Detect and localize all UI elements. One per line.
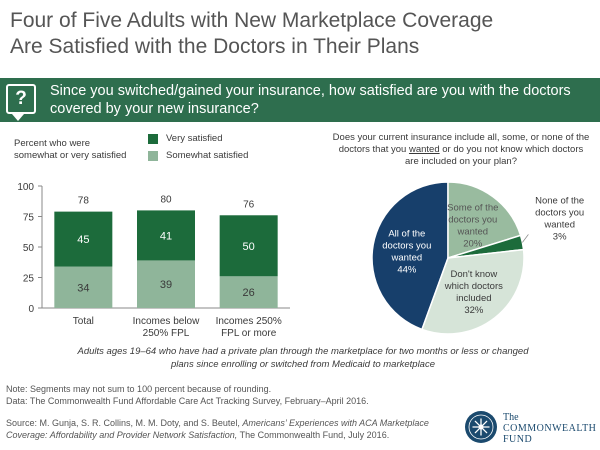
bar-segment <box>219 215 278 277</box>
source-title: Americans’ Experiences with ACA Marketpl… <box>6 418 429 440</box>
speech-bubble-tail <box>12 114 24 121</box>
bar-segment <box>219 276 278 308</box>
bar-total-label: 78 <box>78 196 90 207</box>
y-tick-label: 25 <box>23 274 35 285</box>
bar-segment <box>137 210 195 261</box>
bar-segment <box>137 260 195 308</box>
legend-swatch-somewhat-satisfied <box>148 151 158 161</box>
source-suffix: The Commonwealth Fund, July 2016. <box>237 429 390 440</box>
logo-line-1: The <box>503 412 519 423</box>
bar-segment <box>54 211 113 267</box>
pie-question-text: Does your current insurance include all,… <box>332 132 590 167</box>
x-category-label: Incomes 250% FPL or more <box>216 316 282 339</box>
bar-segment-label: 50 <box>243 241 255 253</box>
pie-slice <box>447 181 522 260</box>
legend-label-very-satisfied: Very satisfied <box>166 133 223 144</box>
pie-slice <box>421 248 525 335</box>
y-tick-label: 75 <box>23 213 35 224</box>
legend-label-somewhat-satisfied: Somewhat satisfied <box>166 150 249 161</box>
x-category-label: Incomes below 250% FPL <box>133 316 200 339</box>
legend-swatch-very-satisfied <box>148 134 158 144</box>
page-title-line-2: Are Satisfied with the Doctors in Their … <box>10 35 420 58</box>
pie-leader-line <box>522 234 529 243</box>
logo-line-2: COMMONWEALTH <box>503 423 597 434</box>
pie-slice-label: None of the doctors you wanted 3% <box>535 195 584 242</box>
pie-slice <box>371 181 449 331</box>
bar-segment-label: 39 <box>160 279 172 291</box>
pie-chart-question: Does your current insurance include all,… <box>332 132 590 168</box>
logo-wordmark: The COMMONWEALTH FUND <box>503 412 596 445</box>
pie-slice-label: All of the doctors you wanted 44% <box>382 229 431 276</box>
bar-chart-subtitle: Percent who were somewhat or very satisf… <box>14 138 127 161</box>
footer-notes: Note: Segments may not sum to 100 percen… <box>6 384 426 407</box>
footer-source: Source: M. Gunja, S. R. Collins, M. M. D… <box>6 418 446 441</box>
bar-segment <box>54 266 113 308</box>
y-tick-label: 100 <box>17 182 34 193</box>
stacked-bar-chart: 0 25 50 75 100 34 45 78 Total 39 41 80 Incomes below… <box>17 182 290 339</box>
y-tick-label: 50 <box>23 243 35 254</box>
pie-slice-label: Don't know which doctors included 32% <box>444 269 503 316</box>
page-title: Four of Five Adults with New Marketplace… <box>10 8 590 60</box>
bar-total-label: 80 <box>160 194 172 205</box>
bar-segment-label: 26 <box>243 287 255 299</box>
survey-question: Since you switched/gained your insurance… <box>50 83 571 117</box>
pie-slice-label: Some of the doctors you wanted 20% <box>447 202 498 249</box>
question-speech-bubble-icon: ? <box>6 84 36 114</box>
bar-segment-label: 34 <box>77 282 89 294</box>
sample-caption: Adults ages 19–64 who have had a private… <box>77 346 529 370</box>
bar-segment-label: 45 <box>77 234 89 246</box>
commonwealth-fund-seal-icon <box>465 411 497 443</box>
pie-chart: All of the doctors you wanted 44% Some of th… <box>371 181 584 335</box>
footer-note: Note: Segments may not sum to 100 percen… <box>6 384 272 394</box>
x-category-label: Total <box>73 316 94 327</box>
footer-data: Data: The Commonwealth Fund Affordable C… <box>6 395 369 406</box>
page-title-line-1: Four of Five Adults with New Marketplace… <box>10 9 494 32</box>
logo-line-3: FUND <box>503 434 533 445</box>
bar-segment-label: 41 <box>160 230 172 242</box>
bar-total-label: 76 <box>243 199 255 210</box>
y-tick-label: 0 <box>28 304 34 315</box>
question-banner: ? Since you switched/gained your insuran… <box>0 78 600 122</box>
source-prefix: Source: M. Gunja, S. R. Collins, M. M. D… <box>6 418 243 428</box>
